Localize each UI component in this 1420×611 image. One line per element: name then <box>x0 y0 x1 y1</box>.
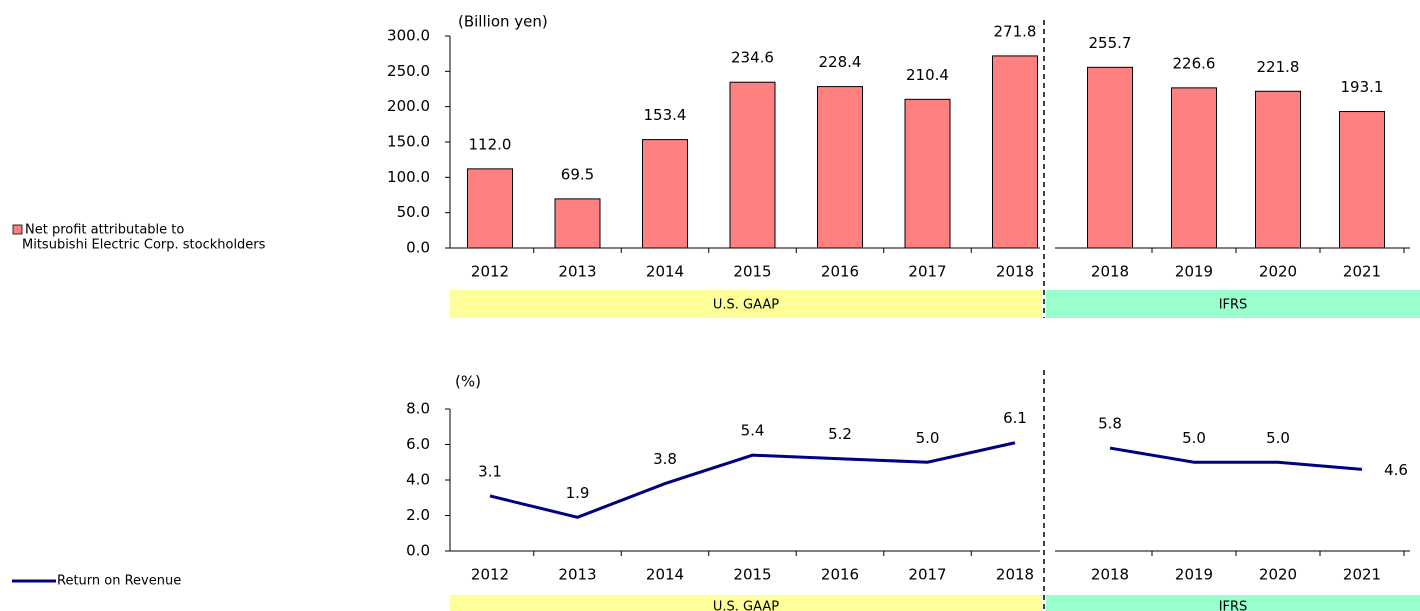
value-label: 193.1 <box>1341 78 1384 96</box>
x-tick-label: 2020 <box>1259 566 1297 584</box>
bar <box>1171 87 1217 249</box>
value-label: 69.5 <box>561 165 594 183</box>
value-label: 5.8 <box>1098 415 1122 433</box>
group-band <box>1046 595 1420 611</box>
x-tick-label: 2018 <box>996 566 1034 584</box>
x-tick-label: 2017 <box>908 263 946 281</box>
legend-label: Mitsubishi Electric Corp. stockholders <box>22 238 266 253</box>
y-tick-label: 250.0 <box>387 62 430 80</box>
y-tick-label: 6.0 <box>406 435 430 453</box>
value-label: 5.2 <box>828 425 852 443</box>
x-tick-label: 2017 <box>908 566 946 584</box>
value-label: 3.1 <box>478 462 502 480</box>
group-label: U.S. GAAP <box>713 298 779 313</box>
unit-label: (Billion yen) <box>458 13 548 31</box>
y-tick-label: 4.0 <box>406 471 430 489</box>
x-tick-label: 2018 <box>1091 566 1129 584</box>
x-tick-label: 2021 <box>1343 566 1381 584</box>
x-tick-label: 2018 <box>996 263 1034 281</box>
value-label: 221.8 <box>1257 58 1300 76</box>
y-tick-label: 300.0 <box>387 27 430 45</box>
value-label: 226.6 <box>1173 54 1216 72</box>
value-label: 4.6 <box>1384 461 1408 479</box>
legend-swatch <box>12 224 23 235</box>
x-tick-label: 2014 <box>646 566 684 584</box>
y-tick-label: 200.0 <box>387 97 430 115</box>
bar <box>1087 66 1133 249</box>
value-label: 112.0 <box>469 135 512 153</box>
group-band <box>450 290 1042 318</box>
y-tick-label: 8.0 <box>406 400 430 418</box>
y-tick-label: 100.0 <box>387 168 430 186</box>
value-label: 1.9 <box>566 484 590 502</box>
x-tick-label: 2014 <box>646 263 684 281</box>
bar <box>467 168 513 249</box>
x-tick-label: 2016 <box>821 566 859 584</box>
value-label: 5.0 <box>916 429 940 447</box>
value-label: 234.6 <box>731 49 774 67</box>
value-label: 228.4 <box>819 53 862 71</box>
group-band <box>1046 290 1420 318</box>
bar <box>904 98 951 249</box>
bar <box>1255 90 1301 249</box>
y-tick-label: 150.0 <box>387 133 430 151</box>
legend-label: Net profit attributable to <box>25 223 184 238</box>
bar <box>642 139 688 249</box>
value-label: 3.8 <box>653 450 677 468</box>
line <box>489 441 1016 519</box>
x-tick-label: 2016 <box>821 263 859 281</box>
line <box>1109 446 1363 471</box>
value-label: 6.1 <box>1003 409 1027 427</box>
x-tick-label: 2019 <box>1175 566 1213 584</box>
bar <box>817 86 863 249</box>
bar <box>1339 111 1385 249</box>
value-label: 210.4 <box>906 66 949 84</box>
x-tick-label: 2013 <box>558 263 596 281</box>
x-tick-label: 2019 <box>1175 263 1213 281</box>
group-label: U.S. GAAP <box>713 600 779 611</box>
value-label: 271.8 <box>994 22 1037 40</box>
group-label: IFRS <box>1219 298 1248 313</box>
x-tick-label: 2015 <box>733 566 771 584</box>
x-tick-label: 2012 <box>471 566 509 584</box>
value-label: 255.7 <box>1089 34 1132 52</box>
value-label: 5.4 <box>741 422 765 440</box>
x-tick-label: 2013 <box>558 566 596 584</box>
group-band <box>450 595 1042 611</box>
bar <box>992 55 1038 249</box>
bar <box>729 81 776 249</box>
y-tick-label: 0.0 <box>406 542 430 560</box>
unit-label: (%) <box>455 373 481 391</box>
x-tick-label: 2020 <box>1259 263 1297 281</box>
y-tick-label: 0.0 <box>406 239 430 257</box>
x-tick-label: 2021 <box>1343 263 1381 281</box>
bar <box>554 198 601 249</box>
value-label: 5.0 <box>1266 429 1290 447</box>
x-tick-label: 2012 <box>471 263 509 281</box>
y-tick-label: 50.0 <box>397 203 430 221</box>
value-label: 5.0 <box>1182 429 1206 447</box>
legend-label: Return on Revenue <box>57 574 181 589</box>
y-tick-label: 2.0 <box>406 506 430 524</box>
x-tick-label: 2018 <box>1091 263 1129 281</box>
value-label: 153.4 <box>644 106 687 124</box>
group-label: IFRS <box>1219 600 1248 611</box>
x-tick-label: 2015 <box>733 263 771 281</box>
